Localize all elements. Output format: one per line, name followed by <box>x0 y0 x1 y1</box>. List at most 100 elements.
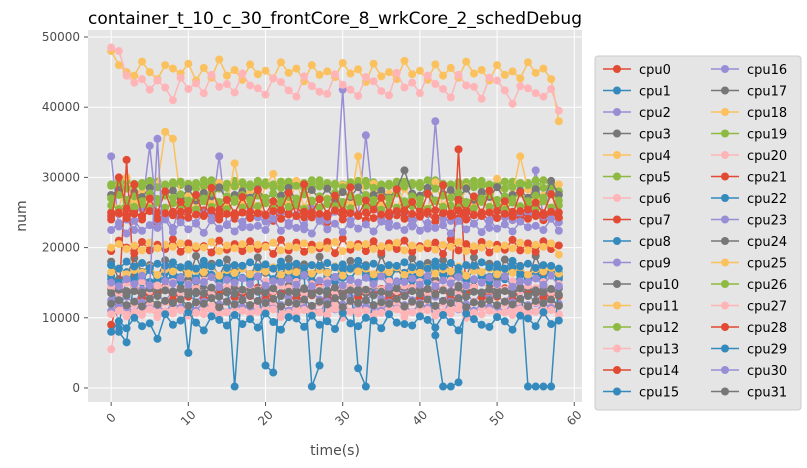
cpu28-point <box>222 195 231 204</box>
cpu8-point <box>114 327 123 336</box>
cpu28-point <box>114 173 123 182</box>
cpu4-point <box>215 55 224 64</box>
cpu21-point <box>500 209 509 218</box>
cpu17-point <box>554 190 563 199</box>
cpu7-point <box>392 244 401 253</box>
cpu22-point <box>300 263 309 272</box>
cpu4-point <box>199 63 208 72</box>
cpu27-point <box>238 306 247 315</box>
series-cpu30 <box>107 134 563 291</box>
cpu24-point <box>462 292 471 301</box>
cpu26-point <box>554 196 563 205</box>
cpu28-point <box>385 209 394 218</box>
cpu30-point <box>192 276 201 285</box>
cpu28-point <box>246 207 255 216</box>
cpu30-point <box>346 275 355 284</box>
series-cpu28 <box>107 173 563 224</box>
cpu24-point <box>130 287 139 296</box>
cpu18-point <box>354 267 363 276</box>
cpu11-point <box>431 178 440 187</box>
legend-swatch-marker <box>721 280 729 288</box>
cpu22-point <box>323 259 332 268</box>
cpu22-point <box>493 260 502 269</box>
cpu27-point <box>315 308 324 317</box>
cpu26-point <box>539 193 548 202</box>
cpu16-point <box>276 226 285 235</box>
cpu14-point <box>107 320 116 329</box>
cpu24-point <box>307 290 316 299</box>
cpu25-point <box>323 244 332 253</box>
cpu16-point <box>385 223 394 232</box>
cpu4-point <box>385 68 394 77</box>
cpu16-point <box>338 228 347 237</box>
cpu18-point <box>400 270 409 279</box>
cpu16-point <box>168 228 177 237</box>
cpu7-point <box>168 235 177 244</box>
cpu4-point <box>531 68 540 77</box>
cpu16-point <box>253 221 262 230</box>
x-tick-label: 40 <box>410 408 431 429</box>
cpu31-point <box>415 300 424 309</box>
cpu22-point <box>230 261 239 270</box>
cpu4-point <box>408 70 417 79</box>
cpu6-point <box>385 91 394 100</box>
cpu16-point <box>446 229 455 238</box>
cpu6-point <box>547 84 556 93</box>
cpu4-point <box>161 61 170 70</box>
legend-label: cpu8 <box>639 235 671 250</box>
cpu16-point <box>539 226 548 235</box>
cpu28-point <box>446 212 455 220</box>
cpu25-point <box>207 237 216 246</box>
cpu26-point <box>493 195 502 204</box>
legend-item-cpu6: cpu6 <box>603 192 671 207</box>
legend-swatch-marker <box>613 237 621 245</box>
cpu16-point <box>323 225 332 234</box>
cpu17-point <box>493 183 502 192</box>
cpu6-point <box>516 82 525 91</box>
cpu24-point <box>253 286 262 295</box>
cpu27-point <box>392 305 401 314</box>
cpu27-point <box>547 306 556 315</box>
cpu27-point <box>130 308 139 317</box>
cpu30-point <box>462 281 471 290</box>
cpu26-point <box>361 190 370 199</box>
cpu7-point <box>539 237 548 246</box>
y-tick-label: 50000 <box>42 30 80 44</box>
cpu22-point <box>485 263 494 272</box>
cpu28-point <box>230 209 239 218</box>
cpu12-point <box>508 183 517 192</box>
cpu31-point <box>462 303 471 312</box>
cpu27-point <box>485 306 494 315</box>
cpu21-point <box>300 207 309 216</box>
legend-item-cpu7: cpu7 <box>603 214 671 229</box>
cpu24-point <box>331 283 339 292</box>
cpu4-point <box>554 117 563 126</box>
cpu28-point <box>323 209 332 218</box>
x-tick-label: 20 <box>255 408 276 429</box>
cpu6-point <box>153 76 162 85</box>
cpu24-point <box>300 284 309 293</box>
cpu27-point <box>153 313 162 322</box>
legend-swatch-marker <box>613 280 621 288</box>
cpu28-point <box>547 190 556 199</box>
cpu28-point <box>192 190 201 199</box>
cpu21-point <box>130 209 139 218</box>
legend-swatch-marker <box>721 65 729 73</box>
cpu7-point <box>431 238 440 247</box>
legend-label: cpu3 <box>639 128 671 143</box>
cpu12-point <box>261 181 270 190</box>
cpu25-point <box>431 245 440 254</box>
cpu30-point <box>130 280 139 289</box>
cpu29-point <box>130 313 139 322</box>
cpu27-point <box>276 313 285 322</box>
cpu16-point <box>462 225 471 234</box>
cpu27-point <box>423 306 432 315</box>
cpu6-point <box>446 93 455 102</box>
cpu2-point <box>261 217 270 226</box>
cpu18-point <box>199 268 208 277</box>
cpu25-point <box>230 244 239 253</box>
cpu6-point <box>454 70 463 79</box>
cpu31-point <box>446 299 455 308</box>
cpu21-point <box>454 206 463 215</box>
cpu5-point <box>323 179 332 188</box>
